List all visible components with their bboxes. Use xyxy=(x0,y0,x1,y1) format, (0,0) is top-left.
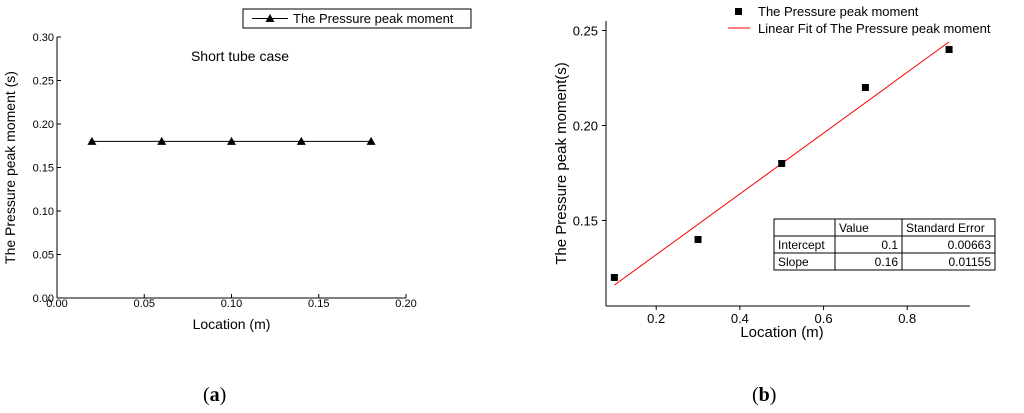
y-tick-label: 0.05 xyxy=(33,250,54,262)
legend-square-marker xyxy=(735,8,742,15)
caption-b-open: ( xyxy=(752,384,759,406)
x-axis-label: Location (m) xyxy=(193,316,271,332)
caption-a-close: ) xyxy=(219,384,227,406)
y-tick-label: 0.00 xyxy=(33,293,54,305)
data-point xyxy=(87,136,97,145)
y-tick-label: 0.25 xyxy=(573,24,598,39)
y-tick-label: 0.15 xyxy=(33,163,54,175)
fit-table-cell: 0.1 xyxy=(881,238,898,252)
data-point xyxy=(861,84,869,91)
y-tick-label: 0.20 xyxy=(33,119,54,131)
fit-table-cell: Intercept xyxy=(778,238,825,252)
y-tick-label: 0.15 xyxy=(573,214,598,229)
y-tick-label: 0.25 xyxy=(33,76,54,88)
x-tick-label: 0.6 xyxy=(815,311,833,326)
legend-triangle-marker xyxy=(265,14,275,22)
fit-table-cell: Slope xyxy=(778,255,809,269)
data-point xyxy=(366,136,376,145)
fit-table-header: Value xyxy=(839,221,869,235)
legend-label-points: The Pressure peak moment xyxy=(758,4,919,19)
data-point xyxy=(157,136,167,145)
legend-label-fit: Linear Fit of The Pressure peak moment xyxy=(758,21,991,36)
data-point xyxy=(945,46,953,53)
data-point xyxy=(778,160,786,167)
x-tick-label: 0.00 xyxy=(46,298,67,310)
legend-box xyxy=(242,8,472,29)
data-point xyxy=(296,136,306,145)
chart-a: 0.00 0.05 0.10 0.15 0.20 0.25 0.30 0.00 0.05 0.10… xyxy=(2,8,472,332)
data-point xyxy=(694,236,702,243)
y-tick-label: 0.20 xyxy=(573,119,598,134)
x-tick-label: 0.4 xyxy=(731,311,749,326)
fit-table-border xyxy=(773,218,996,271)
y-axis-label: The Pressure peak moment(s) xyxy=(553,62,570,265)
x-tick-label: 0.20 xyxy=(395,298,416,310)
x-tick-label: 0.05 xyxy=(134,298,155,310)
x-tick-label: 0.2 xyxy=(647,311,665,326)
x-axis-label: Location (m) xyxy=(740,324,823,341)
fit-table-header: Standard Error xyxy=(906,221,985,235)
x-tick-label: 0.8 xyxy=(898,311,916,326)
y-tick-label: 0.10 xyxy=(33,206,54,218)
data-point xyxy=(227,136,236,145)
x-tick-label: 0.10 xyxy=(221,298,242,310)
chart-b: 0.15 0.20 0.25 0.2 0.4 0.6 0.8 Location (m) The … xyxy=(553,4,996,341)
caption-b: (b) xyxy=(752,384,776,407)
y-tick-label: 0.30 xyxy=(33,32,54,44)
caption-a-open: ( xyxy=(203,384,210,406)
x-tick-label: 0.15 xyxy=(308,298,329,310)
chart-annotation: Short tube case xyxy=(191,48,289,64)
caption-b-close: ) xyxy=(769,384,777,406)
fit-table-cell: 0.00663 xyxy=(948,238,992,252)
legend-label: The Pressure peak moment xyxy=(293,11,454,26)
data-point xyxy=(610,274,618,281)
caption-b-letter: b xyxy=(758,384,770,406)
y-axis-label: The Pressure peak moment (s) xyxy=(2,71,18,264)
caption-a-letter: a xyxy=(209,384,220,406)
fit-table-cell: 0.01155 xyxy=(949,255,992,269)
caption-a: (a) xyxy=(203,384,226,407)
fit-table-cell: 0.16 xyxy=(875,255,899,269)
